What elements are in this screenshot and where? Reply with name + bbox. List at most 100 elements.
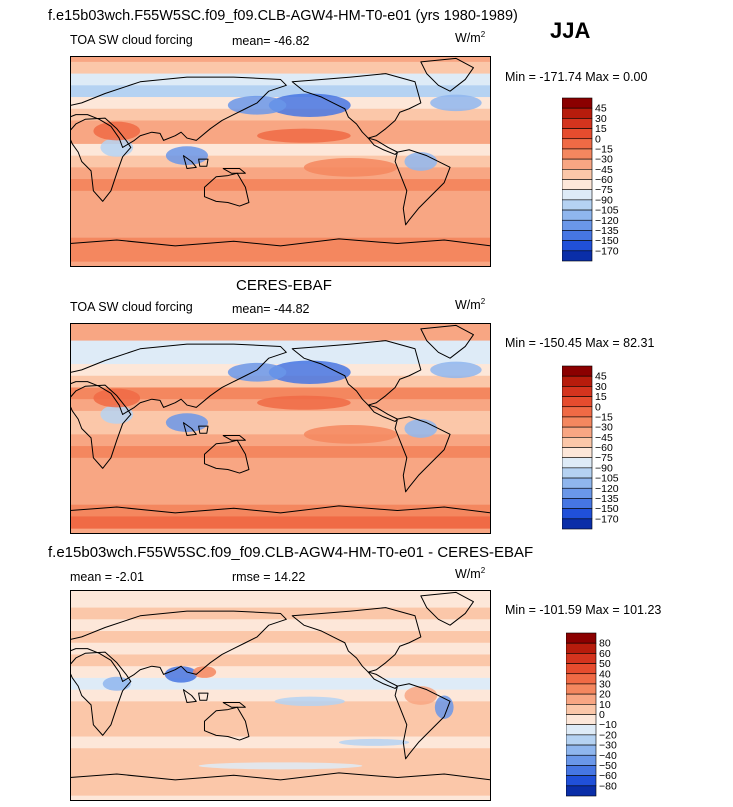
coastline bbox=[203, 706, 250, 741]
zonal-band bbox=[70, 748, 491, 761]
zonal-band bbox=[70, 619, 491, 632]
zonal-band bbox=[70, 469, 491, 482]
panel-diff-units-exp: 2 bbox=[480, 566, 486, 575]
colorbar-tick-label: 0 bbox=[599, 709, 605, 721]
field-blob bbox=[404, 686, 438, 705]
colorbar-swatch bbox=[562, 189, 593, 201]
colorbar-swatch bbox=[566, 632, 597, 644]
panel-obs-caption: CERES-EBAF bbox=[236, 277, 332, 294]
panel-diff-units: W/m2 bbox=[455, 566, 485, 581]
coastline bbox=[367, 671, 398, 689]
zonal-band bbox=[70, 375, 491, 388]
panel-diff-units-base: W/m bbox=[455, 567, 481, 582]
colorbar-swatch bbox=[566, 744, 597, 756]
colorbar-tick-label: −10 bbox=[599, 719, 617, 731]
colorbar-tick-label: −30 bbox=[595, 154, 613, 166]
colorbar-swatch bbox=[562, 416, 593, 428]
colorbar-tick-label: 15 bbox=[595, 123, 607, 135]
panel-model-units: W/m2 bbox=[455, 30, 485, 45]
panel-obs-mean: mean= -44.82 bbox=[232, 302, 310, 316]
zonal-band bbox=[70, 61, 491, 75]
colorbar-tick-label: 80 bbox=[599, 638, 611, 650]
coastline bbox=[367, 404, 398, 422]
coastline bbox=[394, 416, 451, 493]
colorbar-tick-label: −45 bbox=[595, 164, 613, 176]
colorbar-swatch bbox=[566, 765, 597, 776]
coastline bbox=[70, 610, 287, 682]
colorbar-swatch bbox=[562, 230, 593, 241]
colorbar-tick-label: −60 bbox=[595, 174, 613, 186]
colorbar-tick-label: −170 bbox=[595, 513, 619, 525]
coastline bbox=[70, 76, 287, 148]
colorbar-tick-label: −45 bbox=[595, 432, 613, 444]
colorbar-tick-label: −20 bbox=[599, 729, 617, 741]
coastline bbox=[222, 168, 246, 174]
coastline bbox=[70, 505, 491, 514]
field-blob bbox=[404, 152, 438, 171]
colorbar-swatch bbox=[562, 128, 593, 140]
panel-model-variable-label: TOA SW cloud forcing bbox=[70, 33, 193, 47]
colorbar-swatch bbox=[566, 704, 597, 715]
zonal-band bbox=[70, 783, 491, 796]
colorbar-tick-label: −60 bbox=[595, 442, 613, 454]
colorbar-tick-label: 0 bbox=[595, 401, 601, 413]
colorbar-tick-label: 60 bbox=[599, 648, 611, 660]
zonal-band bbox=[70, 237, 491, 250]
colorbar-swatch bbox=[562, 426, 593, 438]
map-frame bbox=[70, 590, 491, 801]
zonal-band bbox=[70, 713, 491, 726]
field-blob bbox=[100, 138, 134, 157]
zonal-band bbox=[70, 179, 491, 192]
zonal-band bbox=[70, 190, 491, 204]
coastline bbox=[394, 683, 451, 760]
colorbar-tick-label: 10 bbox=[599, 699, 611, 711]
colorbar-swatch bbox=[562, 365, 593, 377]
field-blob bbox=[257, 395, 351, 410]
coastline bbox=[394, 149, 451, 226]
colorbar-tick-label: −15 bbox=[595, 143, 613, 155]
zonal-band bbox=[70, 202, 491, 215]
colorbar-swatch bbox=[566, 683, 597, 695]
field-blob bbox=[198, 762, 363, 770]
panel-diff-caption: f.e15b03wch.F55W5SC.f09_f09.CLB-AGW4-HM-… bbox=[48, 544, 534, 561]
colorbar-swatch bbox=[562, 169, 593, 180]
zonal-band bbox=[70, 724, 491, 738]
panel-diff-map bbox=[70, 590, 491, 801]
zonal-band bbox=[70, 736, 491, 749]
panel-obs-units: W/m2 bbox=[455, 297, 485, 312]
zonal-band bbox=[70, 666, 491, 679]
colorbar-swatch bbox=[562, 250, 593, 262]
field-blob bbox=[93, 121, 141, 141]
coastline bbox=[420, 57, 474, 92]
colorbar-tick-label: 45 bbox=[595, 103, 607, 115]
panel-obs-minmax: Min = -150.45 Max = 82.31 bbox=[505, 336, 655, 350]
coastline bbox=[420, 324, 474, 359]
zonal-band bbox=[70, 701, 491, 714]
field-blob bbox=[404, 419, 438, 438]
field-blob bbox=[192, 666, 217, 678]
colorbar-swatch bbox=[562, 209, 593, 221]
field-blob bbox=[430, 94, 482, 112]
coastline bbox=[420, 591, 474, 626]
coastline bbox=[291, 73, 422, 139]
panel-model-minmax: Min = -171.74 Max = 0.00 bbox=[505, 70, 648, 84]
panel-obs-variable-label: TOA SW cloud forcing bbox=[70, 300, 193, 314]
colorbar-tick-label: 30 bbox=[595, 381, 607, 393]
colorbar-swatch bbox=[562, 219, 593, 231]
coastline bbox=[198, 425, 209, 434]
zonal-band bbox=[70, 631, 491, 644]
coastline bbox=[70, 238, 491, 247]
zonal-band bbox=[70, 85, 491, 98]
zonal-band bbox=[70, 492, 491, 506]
colorbar-swatch bbox=[562, 477, 593, 489]
colorbar-tick-label: −90 bbox=[595, 194, 613, 206]
field-blob bbox=[227, 95, 287, 115]
coastline bbox=[198, 158, 209, 167]
field-blob bbox=[303, 424, 398, 444]
colorbar-swatch bbox=[566, 734, 597, 746]
colorbar-tick-label: 0 bbox=[595, 133, 601, 145]
colorbar-tick-label: 30 bbox=[595, 113, 607, 125]
map-frame bbox=[70, 56, 491, 267]
colorbar-tick-label: −135 bbox=[595, 493, 619, 505]
field-blob bbox=[274, 696, 345, 707]
